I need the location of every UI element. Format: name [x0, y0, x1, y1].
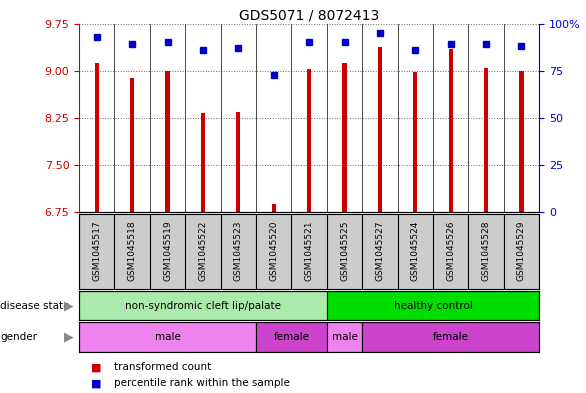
Bar — [236, 112, 240, 212]
Bar — [79, 322, 256, 352]
Text: gender: gender — [0, 332, 37, 342]
Bar — [448, 49, 453, 212]
Text: male: male — [332, 332, 357, 342]
Text: male: male — [155, 332, 180, 342]
Text: GSM1045518: GSM1045518 — [128, 220, 137, 281]
Text: ■: ■ — [91, 378, 101, 388]
Text: healthy control: healthy control — [394, 301, 472, 310]
Bar — [165, 71, 170, 212]
Text: GSM1045524: GSM1045524 — [411, 220, 420, 281]
Title: GDS5071 / 8072413: GDS5071 / 8072413 — [239, 8, 379, 22]
Bar — [256, 322, 327, 352]
Bar — [130, 78, 134, 212]
Bar — [484, 68, 488, 212]
Text: GSM1045525: GSM1045525 — [340, 220, 349, 281]
Bar — [79, 291, 327, 320]
Text: GSM1045522: GSM1045522 — [199, 220, 207, 281]
Text: percentile rank within the sample: percentile rank within the sample — [114, 378, 290, 388]
Bar — [327, 322, 362, 352]
Text: GSM1045528: GSM1045528 — [482, 220, 490, 281]
Bar — [201, 113, 205, 212]
Bar — [342, 63, 347, 212]
Text: GSM1045529: GSM1045529 — [517, 220, 526, 281]
Text: ▶: ▶ — [64, 330, 73, 343]
Text: GSM1045520: GSM1045520 — [269, 220, 278, 281]
Text: non-syndromic cleft lip/palate: non-syndromic cleft lip/palate — [125, 301, 281, 310]
Bar — [327, 291, 539, 320]
Bar — [378, 47, 382, 212]
Text: female: female — [274, 332, 309, 342]
Text: GSM1045523: GSM1045523 — [234, 220, 243, 281]
Text: GSM1045521: GSM1045521 — [305, 220, 314, 281]
Text: GSM1045519: GSM1045519 — [163, 220, 172, 281]
Bar — [362, 322, 539, 352]
Bar — [271, 204, 276, 212]
Text: GSM1045517: GSM1045517 — [93, 220, 101, 281]
Bar — [307, 70, 311, 212]
Text: GSM1045526: GSM1045526 — [446, 220, 455, 281]
Text: female: female — [432, 332, 469, 342]
Bar — [519, 71, 523, 212]
Bar — [95, 63, 99, 212]
Text: GSM1045527: GSM1045527 — [376, 220, 384, 281]
Text: ▶: ▶ — [64, 299, 73, 312]
Bar — [413, 72, 417, 212]
Text: transformed count: transformed count — [114, 362, 212, 373]
Text: disease state: disease state — [0, 301, 70, 311]
Text: ■: ■ — [91, 362, 101, 373]
